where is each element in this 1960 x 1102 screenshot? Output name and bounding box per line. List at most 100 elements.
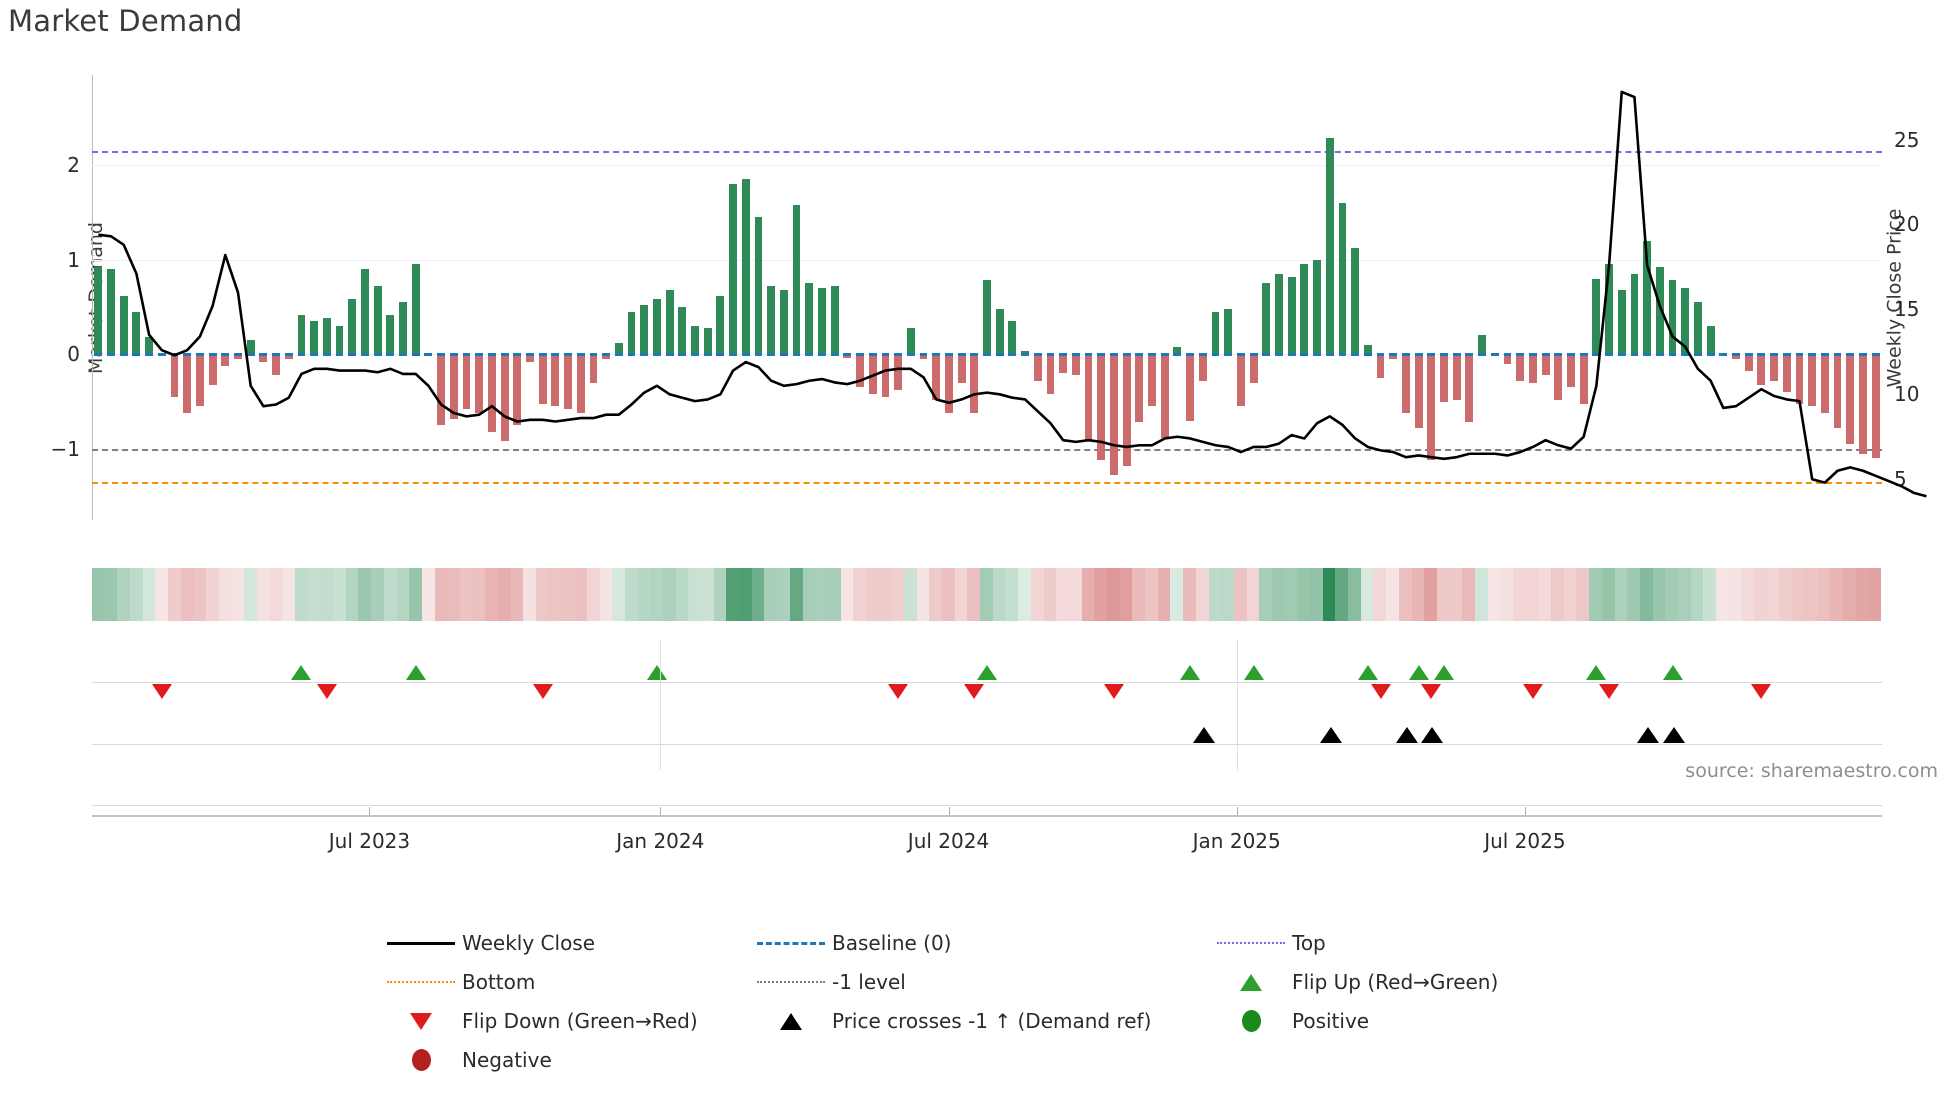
- heatmap-cell: [1310, 568, 1323, 621]
- triangle-up-black-glyph: [780, 1012, 802, 1030]
- negative-demand-bar: [1871, 354, 1880, 459]
- legend-item[interactable]: Top: [1210, 928, 1660, 958]
- heatmap-cell: [1284, 568, 1298, 621]
- heatmap-cell: [853, 568, 866, 621]
- legend-item[interactable]: Negative: [380, 1045, 750, 1075]
- negative-demand-bar: [221, 354, 230, 366]
- legend-item[interactable]: Flip Up (Red→Green): [1210, 967, 1660, 997]
- baseline-segment: [767, 352, 776, 356]
- price-cross-marker: [1637, 727, 1660, 743]
- baseline-segment: [678, 352, 687, 356]
- legend-label: Top: [1292, 931, 1326, 955]
- triangle-up-green-icon: [1210, 973, 1292, 991]
- heatmap-cell: [865, 568, 879, 621]
- triangle-up-green-glyph: [1240, 973, 1262, 991]
- positive-demand-bar: [640, 305, 649, 355]
- negative-demand-bar: [462, 354, 471, 410]
- baseline-segment: [1490, 352, 1499, 356]
- heatmap-cell: [498, 568, 511, 621]
- legend-item[interactable]: Positive: [1210, 1006, 1660, 1036]
- baseline-segment: [1224, 352, 1233, 356]
- heatmap-cell: [168, 568, 181, 621]
- positive-demand-bar: [1287, 276, 1296, 355]
- flip-up-marker: [646, 665, 667, 680]
- negative-demand-bar: [1198, 354, 1207, 381]
- legend-item[interactable]: Price crosses -1 ↑ (Demand ref): [750, 1006, 1210, 1036]
- y-tick-label-right: 25: [1894, 127, 1920, 152]
- heatmap-cell: [548, 568, 562, 621]
- baseline-segment: [1122, 352, 1131, 356]
- positive-demand-bar: [678, 306, 687, 355]
- price-cross-marker: [1662, 727, 1685, 743]
- baseline-segment: [1820, 352, 1829, 356]
- baseline-segment: [1719, 352, 1728, 356]
- negative-demand-bar: [589, 354, 598, 383]
- negative-demand-bar: [1110, 354, 1118, 476]
- heatmap-cell: [764, 568, 778, 621]
- positive-demand-bar: [1668, 280, 1677, 355]
- baseline-segment: [1351, 352, 1360, 356]
- x-tick: [1524, 807, 1526, 815]
- negative-demand-bar: [551, 354, 560, 407]
- demand-bars: [92, 75, 1882, 520]
- triangle-down-red-icon: [380, 1012, 462, 1030]
- baseline-segment: [1706, 352, 1715, 356]
- heatmap-cell: [1119, 568, 1133, 621]
- baseline-segment: [1592, 352, 1601, 356]
- heatmap-cell: [650, 568, 663, 621]
- line-dotted-orange-glyph: [387, 981, 455, 983]
- baseline-segment: [1833, 352, 1842, 356]
- heatmap-cell: [662, 568, 676, 621]
- minor-vertical-tick: [1236, 640, 1238, 770]
- negative-demand-bar: [1122, 354, 1131, 467]
- negative-demand-bar: [1808, 354, 1817, 407]
- baseline-segment: [246, 352, 255, 356]
- negative-demand-bar: [475, 354, 484, 413]
- baseline-segment: [1846, 352, 1855, 356]
- baseline-segment: [1160, 352, 1169, 356]
- baseline-segment: [462, 352, 471, 356]
- baseline-segment: [1478, 352, 1487, 356]
- flip-down-marker: [1599, 684, 1620, 699]
- y-tick-label-left: 2: [67, 152, 80, 177]
- y-axis-left-spine: [92, 75, 93, 520]
- legend-item[interactable]: Flip Down (Green→Red): [380, 1006, 750, 1036]
- legend-item[interactable]: Weekly Close: [380, 928, 750, 958]
- flip-up-marker: [1357, 665, 1378, 680]
- positive-demand-bar: [119, 295, 128, 355]
- legend-item[interactable]: -1 level: [750, 967, 1210, 997]
- baseline-segment: [1795, 352, 1804, 356]
- heatmap-cell: [1551, 568, 1564, 621]
- baseline-segment: [1110, 352, 1118, 356]
- positive-demand-bar: [411, 264, 420, 355]
- baseline-segment: [500, 352, 509, 356]
- heatmap-cell: [1081, 568, 1095, 621]
- x-tick-label: Jan 2024: [616, 829, 705, 853]
- negative-demand-bar: [513, 354, 522, 426]
- positive-demand-bar: [665, 289, 674, 355]
- positive-demand-bar: [145, 337, 154, 355]
- negative-demand-bar: [487, 354, 496, 432]
- legend-label: Price crosses -1 ↑ (Demand ref): [832, 1009, 1152, 1033]
- heatmap-cell: [1233, 568, 1247, 621]
- baseline-segment: [297, 352, 306, 356]
- baseline-segment: [1617, 352, 1626, 356]
- flip-down-marker: [964, 684, 985, 699]
- heatmap-cell: [421, 568, 435, 621]
- baseline-segment: [1033, 352, 1042, 356]
- baseline-segment: [411, 352, 420, 356]
- negative-demand-bar: [1516, 354, 1525, 381]
- legend-item[interactable]: Bottom: [380, 967, 750, 997]
- heatmap-cell: [891, 568, 904, 621]
- baseline-segment: [856, 352, 864, 356]
- positive-demand-bar: [741, 179, 750, 355]
- legend-item[interactable]: Baseline (0): [750, 928, 1210, 958]
- heatmap-cell: [1386, 568, 1399, 621]
- baseline-segment: [1135, 352, 1144, 356]
- baseline-segment: [1097, 352, 1106, 356]
- baseline-segment: [1338, 352, 1347, 356]
- heatmap-cell: [180, 568, 194, 621]
- heatmap-cell: [307, 568, 321, 621]
- heatmap-cell: [904, 568, 917, 621]
- negative-demand-bar: [1427, 354, 1436, 461]
